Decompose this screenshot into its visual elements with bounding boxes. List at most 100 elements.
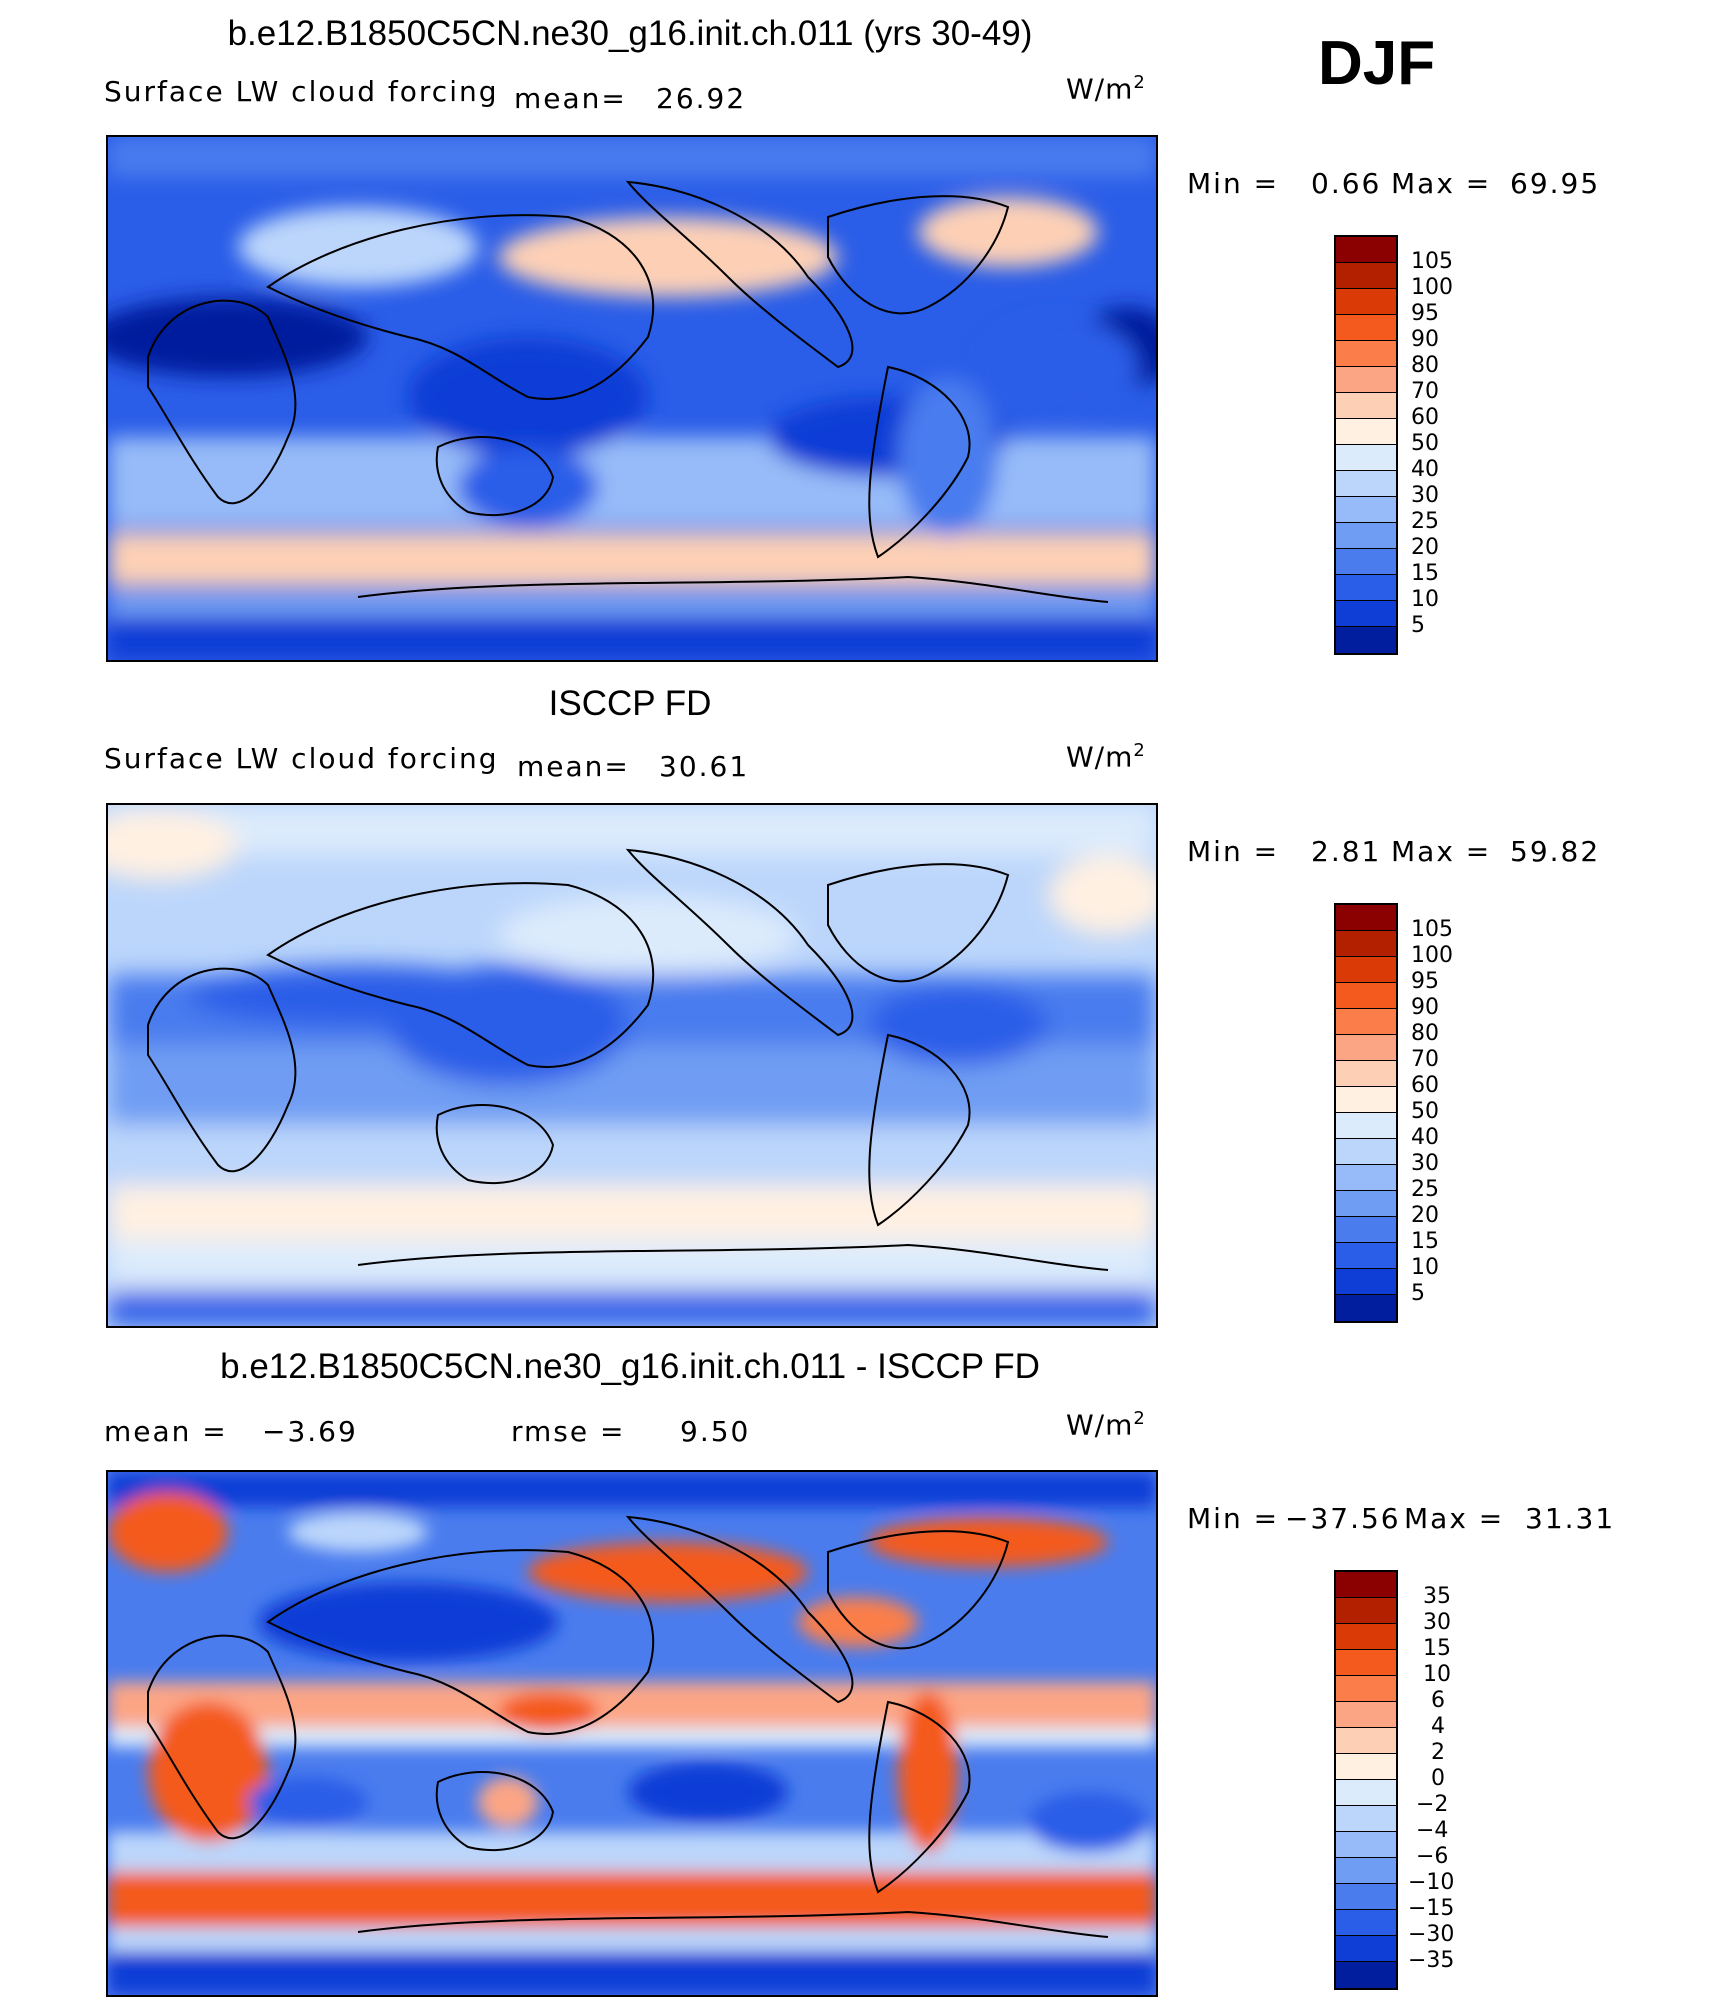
colorbar-swatch [1336, 1217, 1396, 1243]
panel-3-contour-plot [108, 1472, 1156, 1995]
colorbar-label: 70 [1411, 1047, 1439, 1072]
colorbar-label: 0 [1431, 1766, 1445, 1791]
panel-1-min-value: 0.66 [1311, 167, 1382, 200]
colorbar-swatch [1336, 393, 1396, 419]
colorbar-label: 10 [1423, 1662, 1451, 1687]
panel-1-max-value: 69.95 [1510, 167, 1601, 200]
panel-3-mean-label: mean = [104, 1415, 228, 1448]
colorbar-label: 2 [1431, 1740, 1445, 1765]
panel-2-title: ISCCP FD [548, 684, 712, 723]
colorbar-swatch [1336, 1009, 1396, 1035]
colorbar-swatch [1336, 1191, 1396, 1217]
panel-2-colorbar [1334, 903, 1398, 1323]
colorbar-label: 90 [1411, 327, 1439, 352]
panel-3-mean-value: −3.69 [262, 1415, 358, 1448]
colorbar-label: 25 [1411, 509, 1439, 534]
colorbar-swatch [1336, 1936, 1396, 1962]
panel-2-map [106, 803, 1158, 1328]
colorbar-swatch [1336, 1165, 1396, 1191]
colorbar-label: 50 [1411, 1099, 1439, 1124]
colorbar-label: 40 [1411, 1125, 1439, 1150]
colorbar-label: 95 [1411, 301, 1439, 326]
panel-3-min-value: −37.56 [1285, 1502, 1401, 1535]
colorbar-swatch [1336, 367, 1396, 393]
panel-1-variable-label: Surface LW cloud forcing [104, 75, 499, 108]
colorbar-swatch [1336, 263, 1396, 289]
panel-3-max-value: 31.31 [1525, 1502, 1616, 1535]
colorbar-swatch [1336, 1572, 1396, 1598]
colorbar-label: −4 [1416, 1818, 1449, 1843]
colorbar-label: 20 [1411, 1203, 1439, 1228]
colorbar-swatch [1336, 1910, 1396, 1936]
colorbar-swatch [1336, 1832, 1396, 1858]
colorbar-swatch [1336, 1676, 1396, 1702]
panel-2-min-label: Min = [1187, 835, 1280, 868]
colorbar-label: 30 [1411, 1151, 1439, 1176]
colorbar-label: −2 [1416, 1792, 1449, 1817]
colorbar-swatch [1336, 315, 1396, 341]
colorbar-swatch [1336, 1858, 1396, 1884]
colorbar-label: 15 [1411, 561, 1439, 586]
colorbar-swatch [1336, 1702, 1396, 1728]
colorbar-label: 95 [1411, 969, 1439, 994]
colorbar-label: 15 [1411, 1229, 1439, 1254]
colorbar-swatch [1336, 1061, 1396, 1087]
colorbar-label: 100 [1411, 943, 1453, 968]
colorbar-swatch [1336, 1035, 1396, 1061]
panel-1-max-label: Max = [1391, 167, 1492, 200]
colorbar-label: 10 [1411, 1255, 1439, 1280]
panel-2-max-value: 59.82 [1510, 835, 1601, 868]
colorbar-swatch [1336, 1295, 1396, 1321]
colorbar-swatch [1336, 1113, 1396, 1139]
panel-2-variable-label: Surface LW cloud forcing [104, 742, 499, 775]
colorbar-label: 4 [1431, 1714, 1445, 1739]
panel-1-mean-value: 26.92 [656, 82, 747, 115]
colorbar-swatch [1336, 575, 1396, 601]
panel-3-units: W/m2 [1066, 1408, 1146, 1442]
panel-2-max-label: Max = [1391, 835, 1492, 868]
colorbar-swatch [1336, 1728, 1396, 1754]
colorbar-label: 70 [1411, 379, 1439, 404]
colorbar-swatch [1336, 627, 1396, 653]
colorbar-swatch [1336, 289, 1396, 315]
colorbar-label: 60 [1411, 405, 1439, 430]
colorbar-swatch [1336, 523, 1396, 549]
colorbar-swatch [1336, 931, 1396, 957]
colorbar-label: 105 [1411, 917, 1453, 942]
panel-1-contour-plot [108, 137, 1156, 660]
colorbar-label: 60 [1411, 1073, 1439, 1098]
colorbar-swatch [1336, 341, 1396, 367]
panel-3-max-label: Max = [1404, 1502, 1505, 1535]
colorbar-label: 5 [1411, 613, 1425, 638]
colorbar-label: 25 [1411, 1177, 1439, 1202]
panel-1-units: W/m2 [1066, 72, 1146, 106]
colorbar-swatch [1336, 497, 1396, 523]
colorbar-swatch [1336, 237, 1396, 263]
colorbar-swatch [1336, 1962, 1396, 1988]
panel-3-map [106, 1470, 1158, 1997]
panel-1-colorbar [1334, 235, 1398, 655]
colorbar-swatch [1336, 957, 1396, 983]
colorbar-label: 100 [1411, 275, 1453, 300]
colorbar-label: 30 [1411, 483, 1439, 508]
colorbar-label: −30 [1408, 1922, 1455, 1947]
panel-2-mean-label: mean= [517, 750, 630, 783]
panel-3-rmse-value: 9.50 [680, 1415, 751, 1448]
colorbar-swatch [1336, 1806, 1396, 1832]
colorbar-label: 80 [1411, 1021, 1439, 1046]
colorbar-label: 30 [1423, 1610, 1451, 1635]
colorbar-label: 80 [1411, 353, 1439, 378]
colorbar-label: −10 [1408, 1870, 1455, 1895]
colorbar-swatch [1336, 1087, 1396, 1113]
colorbar-label: −15 [1408, 1896, 1455, 1921]
colorbar-swatch [1336, 445, 1396, 471]
colorbar-label: 35 [1423, 1584, 1451, 1609]
colorbar-swatch [1336, 1650, 1396, 1676]
colorbar-swatch [1336, 1269, 1396, 1295]
colorbar-label: −6 [1416, 1844, 1449, 1869]
panel-1-map [106, 135, 1158, 662]
colorbar-swatch [1336, 1754, 1396, 1780]
colorbar-label: 20 [1411, 535, 1439, 560]
colorbar-swatch [1336, 549, 1396, 575]
panel-2-contour-plot [108, 805, 1156, 1326]
